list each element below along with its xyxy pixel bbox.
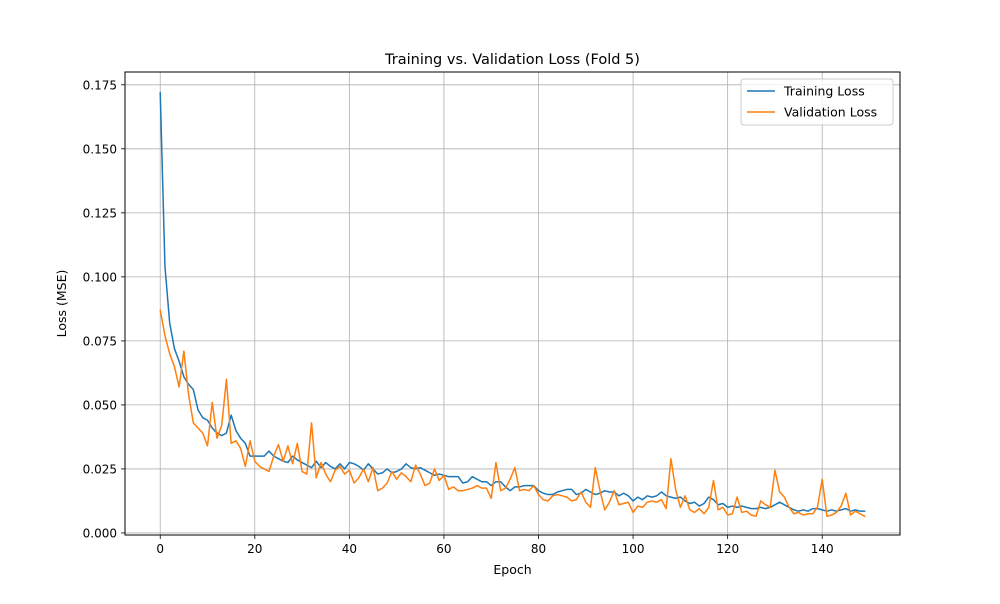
validation-loss-line [159, 309, 866, 518]
chart-title: Training vs. Validation Loss (Fold 5) [384, 52, 640, 68]
training-loss-line [159, 91, 866, 512]
y-tick-label: 0.150 [83, 142, 117, 156]
y-tick-label: 0.125 [83, 206, 117, 220]
y-tick-label: 0.025 [83, 462, 117, 476]
legend-box [740, 78, 894, 126]
validation-loss-legend-label: Validation Loss [784, 105, 877, 120]
y-tick-label: 0.075 [83, 334, 117, 348]
training-loss-legend-label: Training Loss [783, 84, 865, 99]
grid [125, 72, 900, 535]
y-tick-label: 0.050 [83, 398, 117, 412]
plot-frame [124, 71, 901, 536]
y-tick-label: 0.000 [83, 526, 117, 540]
y-tick-label: 0.175 [83, 78, 117, 92]
axis-ticks: 0 20 40 60 80 100 120 140 0.000 0.025 0.050 0.075 0.… [83, 78, 834, 556]
x-tick-label: 140 [811, 542, 834, 556]
x-tick-label: 60 [436, 542, 451, 556]
x-tick-label: 40 [342, 542, 357, 556]
legend: Training Loss Validation Loss [740, 78, 894, 126]
x-tick-label: 20 [247, 542, 262, 556]
x-tick-label: 120 [716, 542, 739, 556]
x-axis-label: Epoch [493, 562, 531, 577]
x-tick-label: 80 [531, 542, 546, 556]
x-tick-label: 0 [156, 542, 164, 556]
y-axis-label: Loss (MSE) [54, 270, 69, 338]
x-tick-label: 100 [622, 542, 645, 556]
y-tick-label: 0.100 [83, 270, 117, 284]
series-lines [159, 91, 866, 518]
